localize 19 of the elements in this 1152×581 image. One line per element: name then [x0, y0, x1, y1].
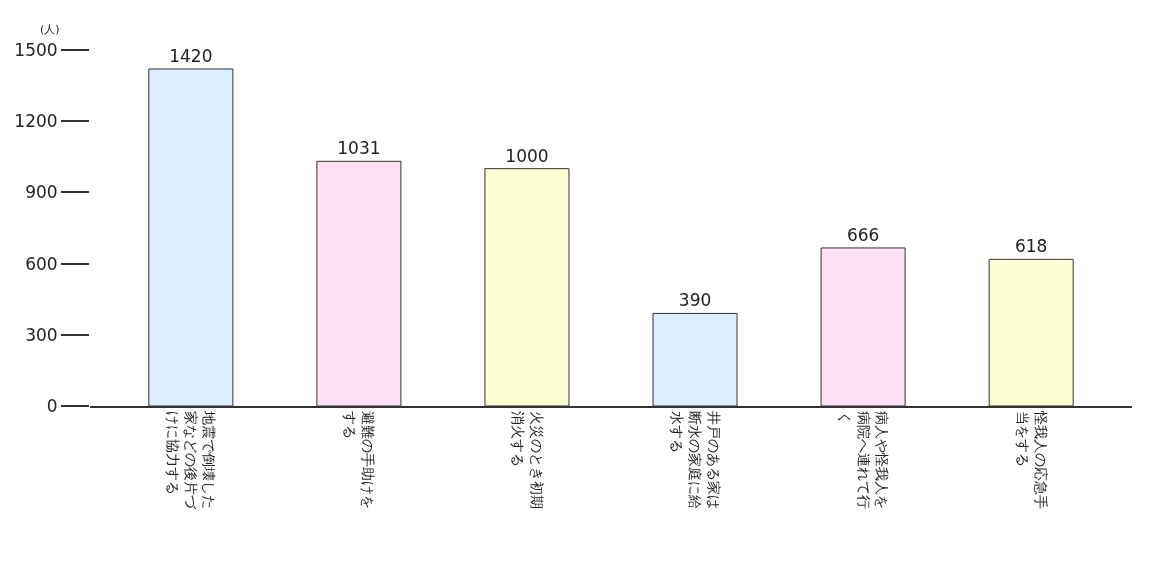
x-tick-label: 火災のとき初期消火する [510, 410, 545, 509]
x-tick-label: 病人や怪我人を病院へ連れて行く [837, 410, 890, 509]
y-axis-title: (人) [40, 23, 60, 36]
data-label: 1420 [169, 45, 213, 66]
y-tick-label: 1200 [14, 111, 58, 132]
y-tick-label: 300 [25, 324, 58, 345]
data-label: 666 [846, 224, 880, 245]
data-label: 1031 [337, 138, 381, 159]
x-tick-label: 井戸のある家は断水の家庭に給水する [669, 410, 722, 509]
x-tick-label: 地震で倒壊した家などの後片づけに協力する [165, 409, 218, 510]
data-label: 1000 [505, 145, 549, 166]
y-tick-label: 0 [46, 395, 58, 416]
data-label: 618 [1014, 236, 1048, 257]
y-tick-label: 900 [25, 182, 58, 203]
y-tick-label: 1500 [14, 39, 58, 60]
y-tick-label: 600 [25, 253, 58, 274]
x-tick-label: 怪我人の応急手当をする [1014, 409, 1049, 509]
x-tick-label: 避難の手助けをする [342, 410, 377, 509]
data-label: 390 [678, 290, 712, 311]
